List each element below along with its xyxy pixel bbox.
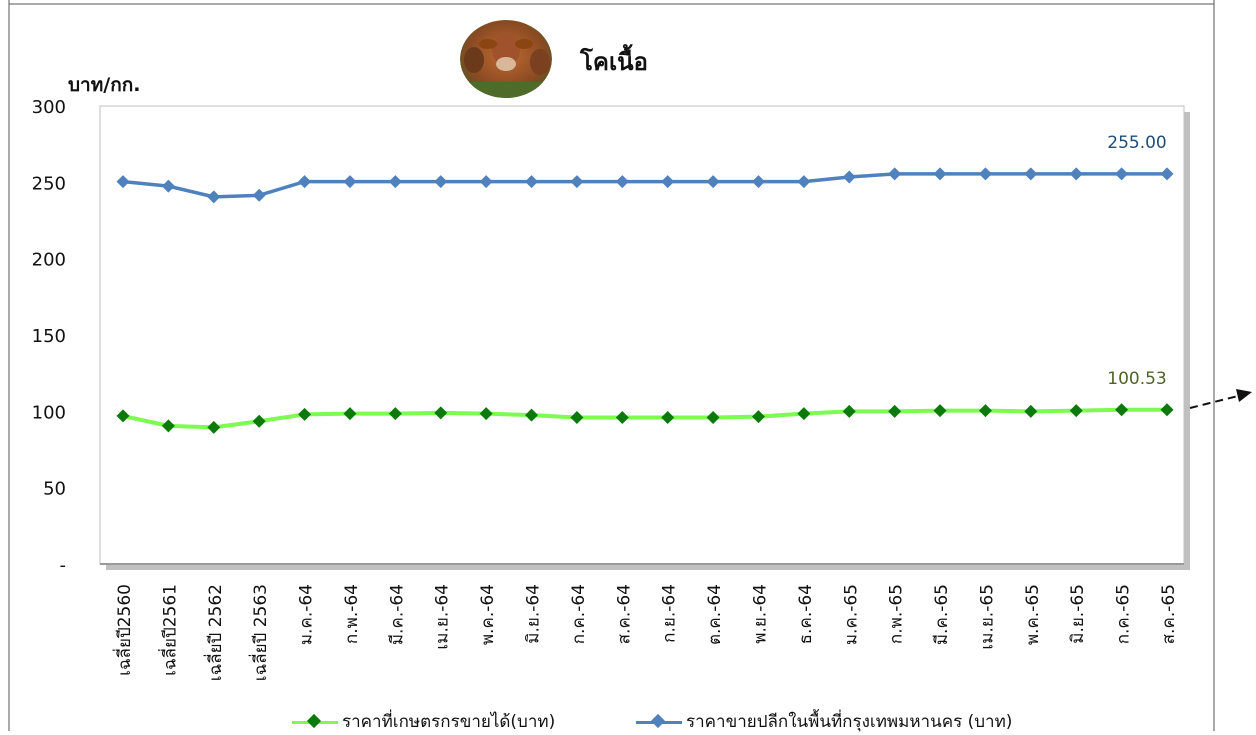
series-0-point	[1160, 403, 1174, 417]
series-0-point	[434, 406, 448, 420]
series-group: 100.53 255.00	[116, 133, 1174, 434]
series-0-point	[525, 408, 539, 422]
x-tick-label: ม.ค.-64	[297, 584, 317, 645]
series-0-point	[1115, 403, 1129, 417]
legend-swatch-retail-price	[636, 713, 682, 729]
x-tick-label: ม.ค.-65	[841, 584, 861, 645]
series-1-point	[842, 170, 856, 184]
series-1-point	[1024, 167, 1038, 181]
series-1-point	[888, 167, 902, 181]
x-tick-label: ส.ค.-64	[614, 584, 634, 644]
series-0-point	[161, 419, 175, 433]
series-0-point	[615, 410, 629, 424]
y-tick-label: -	[60, 555, 67, 576]
series-0-point	[1069, 404, 1083, 418]
series-1-point	[207, 190, 221, 204]
series-1-point	[252, 188, 266, 202]
x-tick-label: เฉลี่ยปี 2562	[203, 584, 226, 681]
y-tick-label: 200	[32, 250, 66, 271]
x-tick-label: ต.ค.-64	[705, 584, 725, 645]
legend-swatch-farm-price	[292, 713, 338, 729]
y-tick-label: 100	[32, 402, 66, 423]
x-tick-label: เม.ย.-65	[977, 584, 997, 650]
x-tick-label: ก.พ.-65	[887, 584, 907, 644]
series-0-point	[388, 407, 402, 421]
series-1-point	[479, 175, 493, 189]
series-0-point	[797, 407, 811, 421]
annotation-arrow-line	[1189, 395, 1239, 409]
x-tick-label: เฉลี่ยปี 2563	[248, 584, 271, 681]
series-1-point	[978, 167, 992, 181]
legend-item-retail-price: ราคาขายปลีกในพื้นที่กรุงเทพมหานคร (บาท)	[636, 708, 1012, 735]
series-0-last-value-label: 100.53	[1107, 369, 1166, 389]
series-1-point	[1160, 167, 1174, 181]
series-0-point	[343, 407, 357, 421]
x-tick-label: ธ.ค.-64	[796, 584, 816, 644]
y-axis-label: บาท/กก.	[68, 74, 141, 96]
x-tick-label: ส.ค.-65	[1159, 584, 1179, 644]
y-tick-label: 150	[32, 326, 66, 347]
series-1-point	[797, 175, 811, 189]
beef-cattle-photo	[460, 20, 552, 98]
series-1-last-value-label: 255.00	[1107, 133, 1166, 153]
series-1-point	[933, 167, 947, 181]
series-0-point	[706, 410, 720, 424]
series-line-1	[122, 172, 1167, 199]
series-0-point	[207, 420, 221, 434]
series-0-point	[933, 404, 947, 418]
series-1-point	[525, 175, 539, 189]
series-0-point	[298, 407, 312, 421]
x-tick-label: มิ.ย.-65	[1068, 584, 1088, 644]
x-tick-label: ก.ย.-64	[660, 584, 680, 643]
series-0-point	[479, 407, 493, 421]
series-1-point	[1115, 167, 1129, 181]
series-1-point	[388, 175, 402, 189]
y-tick-label: 300	[32, 97, 66, 118]
series-line-0	[122, 407, 1167, 430]
series-0-point	[570, 410, 584, 424]
series-1-point	[434, 175, 448, 189]
legend-label-retail-price: ราคาขายปลีกในพื้นที่กรุงเทพมหานคร (บาท)	[686, 712, 1013, 732]
series-1-point	[1069, 167, 1083, 181]
series-0-point	[661, 410, 675, 424]
y-tick-label: 50	[43, 479, 66, 500]
chart-title: โคเนื้อ	[580, 48, 648, 76]
x-tick-label: พ.ค.-65	[1023, 584, 1043, 645]
series-1-point	[661, 175, 675, 189]
y-tick-labels: - 50 100 150 200 250 300	[32, 97, 66, 576]
series-1-point	[615, 175, 629, 189]
series-0-point	[1024, 404, 1038, 418]
series-1-point	[343, 175, 357, 189]
series-0-point	[978, 404, 992, 418]
series-0-point	[842, 404, 856, 418]
x-tick-label: มิ.ย.-64	[524, 584, 544, 644]
series-0-point	[888, 404, 902, 418]
x-tick-label: พ.ค.-64	[478, 584, 498, 645]
x-tick-label: เฉลี่ยปี2561	[157, 584, 180, 676]
series-0-point	[252, 414, 266, 428]
series-1-point	[751, 175, 765, 189]
x-tick-label: เฉลี่ยปี2560	[112, 584, 135, 676]
series-1-point	[161, 179, 175, 193]
y-tick-label: 250	[32, 173, 66, 194]
x-tick-label: ก.ค.-65	[1114, 584, 1134, 644]
x-tick-label: พ.ย.-64	[750, 584, 770, 644]
x-tick-labels: เฉลี่ยปี2560 เฉลี่ยปี2561 เฉลี่ยปี 2562 เฉล…	[112, 584, 1179, 681]
x-tick-label: เม.ย.-64	[433, 584, 453, 650]
legend-label-farm-price: ราคาที่เกษตรกรขายได้(บาท)	[342, 712, 556, 732]
annotation-arrow-head	[1236, 389, 1252, 402]
series-1-point	[706, 175, 720, 189]
series-1-point	[570, 175, 584, 189]
legend-item-farm-price: ราคาที่เกษตรกรขายได้(บาท)	[292, 708, 555, 735]
x-tick-label: ก.พ.-64	[342, 584, 362, 644]
x-tick-label: มี.ค.-65	[932, 584, 952, 645]
series-0-point	[751, 410, 765, 424]
x-tick-label: มี.ค.-64	[387, 584, 407, 645]
series-0-point	[116, 409, 130, 423]
series-1-point	[298, 175, 312, 189]
x-tick-label: ก.ค.-64	[569, 584, 589, 644]
series-1-point	[116, 175, 130, 189]
